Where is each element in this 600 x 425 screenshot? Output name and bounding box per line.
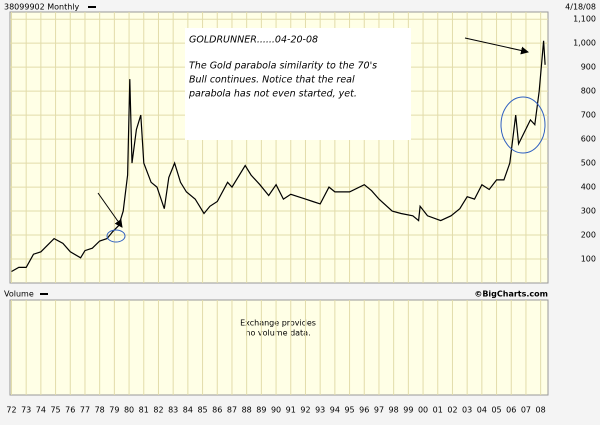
x-tick-label: 99: [403, 406, 413, 415]
x-tick-label: 02: [447, 406, 457, 415]
highlight-circle: [500, 96, 546, 154]
grid: [10, 12, 548, 395]
date: 4/18/08: [565, 3, 596, 12]
y-tick-label: 800: [581, 87, 596, 96]
x-tick-label: 01: [433, 406, 443, 415]
x-tick-label: 96: [359, 406, 369, 415]
x-tick-label: 80: [124, 406, 134, 415]
x-tick-label: 87: [227, 406, 237, 415]
x-tick-label: 97: [374, 406, 384, 415]
y-tick-label: 1,100: [573, 15, 596, 24]
x-tick-label: 74: [36, 406, 46, 415]
x-tick-label: 72: [6, 406, 16, 415]
y-tick-label: 600: [581, 135, 596, 144]
x-tick-label: 86: [212, 406, 222, 415]
y-tick-label: 1,000: [573, 39, 596, 48]
y-tick-label: 100: [581, 255, 596, 264]
arrow: [464, 37, 529, 55]
price-line: [11, 40, 546, 273]
x-tick-label: 98: [389, 406, 399, 415]
x-tick-label: 75: [50, 406, 60, 415]
x-tick-label: 84: [183, 406, 193, 415]
y-tick-label: 200: [581, 231, 596, 240]
annotation: parabola has not even started, yet.: [188, 89, 357, 100]
volume-note: no volume data.: [245, 329, 310, 338]
x-tick-label: 93: [315, 406, 325, 415]
menu-icon: [88, 6, 96, 8]
x-tick-label: 77: [80, 406, 90, 415]
y-tick-label: 400: [581, 183, 596, 192]
x-tick-label: 82: [153, 406, 163, 415]
chart-title: 38099902 Monthly: [4, 3, 80, 12]
annotation-box: [185, 28, 411, 140]
x-tick-label: 76: [65, 406, 75, 415]
annotation: The Gold parabola similarity to the 70's: [189, 61, 377, 72]
x-tick-label: 00: [418, 406, 428, 415]
annotation: GOLDRUNNER......04-20-08: [189, 35, 318, 46]
arrow: [97, 192, 123, 228]
x-tick-label: 73: [21, 406, 31, 415]
volume-label: Volume: [4, 290, 34, 299]
y-tick-label: 300: [581, 207, 596, 216]
x-tick-label: 06: [506, 406, 516, 415]
annotation: Bull continues. Notice that the real: [189, 75, 355, 86]
x-tick-label: 79: [109, 406, 119, 415]
x-tick-label: 07: [521, 406, 531, 415]
x-tick-label: 88: [242, 406, 252, 415]
x-tick-label: 04: [477, 406, 487, 415]
menu-icon: [40, 293, 48, 295]
plot: [11, 40, 546, 273]
x-tick-label: 94: [330, 406, 340, 415]
y-tick-label: 500: [581, 159, 596, 168]
highlight-circle: [106, 229, 126, 243]
x-tick-label: 90: [271, 406, 281, 415]
x-tick-label: 83: [168, 406, 178, 415]
x-tick-label: 91: [286, 406, 296, 415]
x-tick-label: 95: [344, 406, 354, 415]
x-tick-label: 78: [95, 406, 105, 415]
credit: ©BigCharts.com: [474, 290, 548, 299]
x-tick-label: 03: [462, 406, 472, 415]
y-tick-label: 700: [581, 111, 596, 120]
x-tick-label: 81: [139, 406, 149, 415]
x-tick-label: 08: [536, 406, 546, 415]
x-tick-label: 85: [197, 406, 207, 415]
x-tick-label: 92: [300, 406, 310, 415]
x-tick-label: 05: [491, 406, 501, 415]
x-tick-label: 89: [256, 406, 266, 415]
y-tick-label: 900: [581, 63, 596, 72]
volume-note: Exchange provides: [240, 319, 316, 328]
